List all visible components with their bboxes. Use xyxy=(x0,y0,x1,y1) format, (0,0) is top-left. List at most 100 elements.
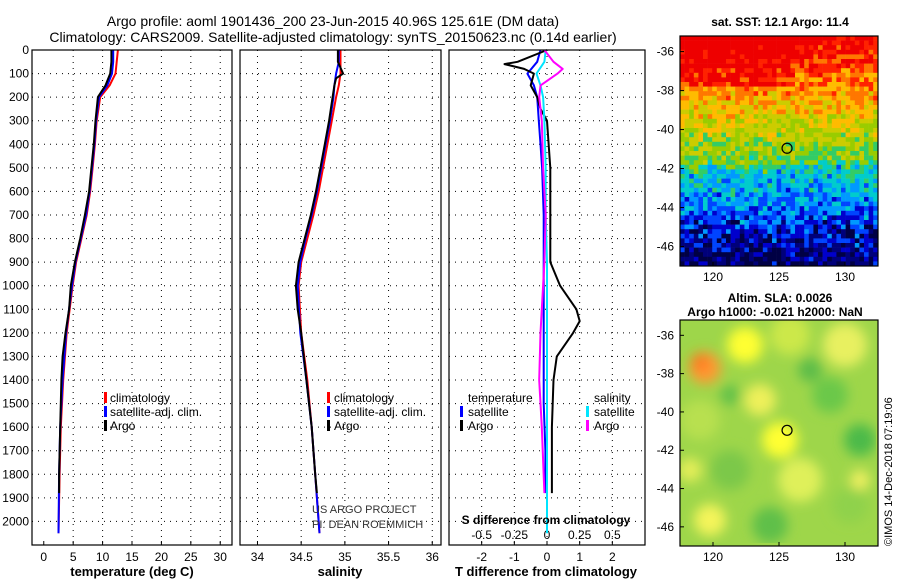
sst-cell xyxy=(762,155,768,161)
sst-cell xyxy=(854,132,860,138)
sst-cell xyxy=(781,109,787,115)
sst-cell xyxy=(836,206,842,212)
sst-cell xyxy=(689,54,695,60)
sst-cell xyxy=(818,86,823,92)
sst-cell xyxy=(707,59,713,64)
sst-cell xyxy=(841,178,846,184)
sst-cell xyxy=(680,146,685,152)
sst-cell xyxy=(804,91,810,97)
sst-cell xyxy=(836,215,842,221)
sst-cell xyxy=(758,54,764,60)
sst-cell xyxy=(680,49,685,55)
sst-cell xyxy=(808,206,814,212)
sst-cell xyxy=(813,146,819,152)
sst-cell xyxy=(730,59,736,64)
sst-cell xyxy=(680,59,685,64)
sst-cell xyxy=(790,252,796,258)
sst-cell xyxy=(712,174,718,179)
sst-cell xyxy=(799,224,805,230)
sst-cell xyxy=(767,233,773,239)
sst-cell xyxy=(827,224,833,230)
sst-cell xyxy=(762,160,768,166)
sst-cell xyxy=(868,155,874,161)
sst-cell xyxy=(804,201,810,207)
sst-cell xyxy=(827,201,833,207)
sst-cell xyxy=(735,261,741,266)
sst-cell xyxy=(726,72,731,78)
sst-cell xyxy=(712,160,718,166)
sst-cell xyxy=(698,183,704,189)
sst-cell xyxy=(726,174,731,179)
sst-cell xyxy=(785,201,791,207)
sst-cell xyxy=(739,220,745,225)
sst-cell xyxy=(854,252,860,258)
sst-cell xyxy=(772,224,777,230)
sla-blob xyxy=(752,507,788,543)
sst-cell xyxy=(785,252,791,258)
sst-cell xyxy=(689,137,695,143)
x-tick-label: 25 xyxy=(184,550,198,564)
sst-cell xyxy=(822,215,828,221)
sst-cell xyxy=(703,155,708,161)
sst-cell xyxy=(762,215,768,221)
sst-cell xyxy=(749,132,754,138)
sst-cell xyxy=(680,95,685,101)
sst-cell xyxy=(712,77,718,83)
sst-cell xyxy=(726,233,731,239)
lon-tick-label: 120 xyxy=(703,270,723,284)
sla-blob xyxy=(727,327,763,363)
sst-cell xyxy=(707,141,713,147)
sst-cell xyxy=(735,206,741,212)
sst-cell xyxy=(841,215,846,221)
sst-cell xyxy=(739,224,745,230)
sst-cell xyxy=(744,266,749,271)
sst-cell xyxy=(822,151,828,156)
sst-cell xyxy=(827,164,833,170)
sst-cell xyxy=(790,45,796,51)
legend-swatch-climatology xyxy=(104,392,107,403)
sst-cell xyxy=(707,210,713,216)
sst-cell xyxy=(808,132,814,138)
sst-cell xyxy=(790,77,796,83)
sst-cell xyxy=(762,197,768,202)
sst-cell xyxy=(744,45,750,51)
sst-cell xyxy=(799,45,805,51)
sst-cell xyxy=(808,256,814,262)
legend-swatch-s-satellite xyxy=(586,406,589,417)
sst-cell xyxy=(721,72,727,78)
sst-cell xyxy=(721,224,727,230)
sst-cell xyxy=(680,100,685,106)
sst-cell xyxy=(795,95,800,101)
sst-cell xyxy=(698,59,704,64)
sst-cell xyxy=(836,95,842,101)
sst-cell xyxy=(680,36,685,41)
sst-cell xyxy=(730,247,736,253)
sst-cell xyxy=(868,86,874,92)
sst-cell xyxy=(804,266,809,271)
sst-cell xyxy=(744,247,750,253)
sst-cell xyxy=(726,183,731,189)
series-line-satellite-adj-clim- xyxy=(296,50,340,534)
sst-cell xyxy=(693,114,699,120)
sst-cell xyxy=(693,68,699,74)
sst-cell xyxy=(689,151,695,156)
sst-cell xyxy=(689,141,695,147)
sst-cell xyxy=(758,100,764,106)
sst-cell xyxy=(785,68,791,74)
sst-cell xyxy=(744,160,750,166)
sst-cell xyxy=(707,146,713,152)
sst-cell xyxy=(726,123,731,129)
x-tick-label: 5 xyxy=(70,550,77,564)
sla-blob xyxy=(691,353,709,371)
sst-cell xyxy=(758,169,764,175)
sst-cell xyxy=(698,192,704,198)
sst-cell xyxy=(845,238,851,244)
sst-cell xyxy=(795,151,800,156)
sst-cell xyxy=(868,109,874,115)
sst-cell xyxy=(808,91,814,97)
sst-cell xyxy=(809,266,814,271)
sst-cell xyxy=(739,123,745,129)
sst-cell xyxy=(795,36,800,41)
sst-cell xyxy=(703,91,708,97)
sst-cell xyxy=(785,100,791,106)
